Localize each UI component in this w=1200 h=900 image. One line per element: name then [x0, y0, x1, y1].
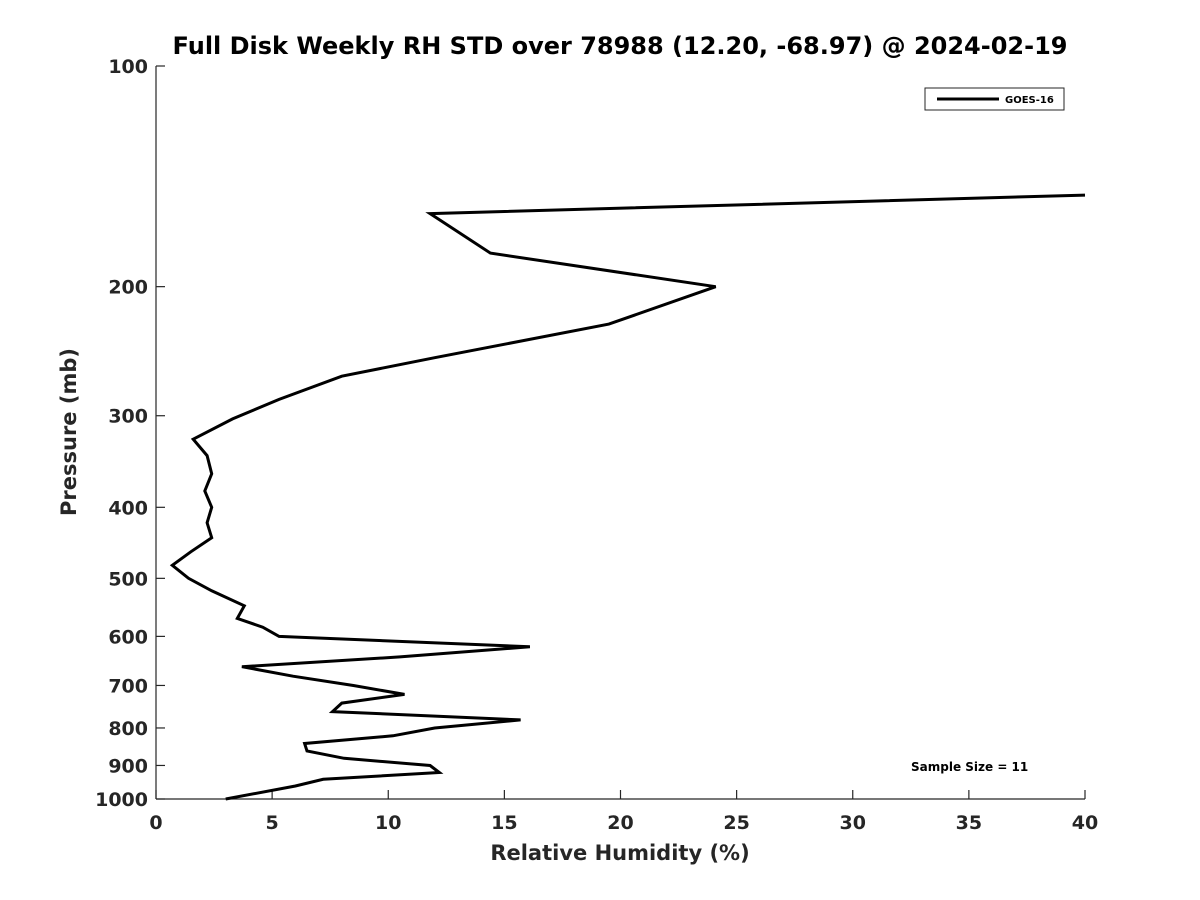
y-tick-label: 700 — [108, 675, 148, 697]
y-tick-label: 200 — [108, 277, 148, 299]
y-tick-label: 800 — [108, 718, 148, 740]
y-tick-label: 1000 — [95, 789, 148, 811]
sample-size-annotation: Sample Size = 11 — [911, 760, 1028, 774]
x-tick-label: 40 — [1072, 812, 1098, 834]
x-tick-label: 0 — [149, 812, 162, 834]
legend: GOES-16 — [924, 87, 1065, 111]
y-axis-label: Pressure (mb) — [57, 348, 81, 516]
x-tick-label: 5 — [266, 812, 279, 834]
series-line-goes-16 — [169, 193, 1086, 801]
y-tick-label: 400 — [108, 497, 148, 519]
x-tick-label: 10 — [375, 812, 401, 834]
x-tick-label: 35 — [956, 812, 982, 834]
y-tick-label: 100 — [108, 56, 148, 78]
x-axis-label: Relative Humidity (%) — [490, 841, 749, 865]
y-tick-label: 300 — [108, 406, 148, 428]
x-tick-label: 25 — [723, 812, 749, 834]
series-layer — [169, 193, 1086, 801]
x-tick-label: 30 — [840, 812, 866, 834]
chart-title: Full Disk Weekly RH STD over 78988 (12.2… — [173, 32, 1068, 60]
x-tick-label: 15 — [491, 812, 517, 834]
y-ticks: 100 200 300 400 500 600 700 800 900 1000 — [95, 56, 165, 811]
y-tick-label: 500 — [108, 568, 148, 590]
y-tick-label: 900 — [108, 755, 148, 777]
x-ticks: 0 5 10 15 20 25 30 35 40 — [149, 790, 1098, 834]
legend-entry-goes-16: GOES-16 — [1005, 95, 1054, 106]
y-tick-label: 600 — [108, 626, 148, 648]
x-tick-label: 20 — [607, 812, 633, 834]
